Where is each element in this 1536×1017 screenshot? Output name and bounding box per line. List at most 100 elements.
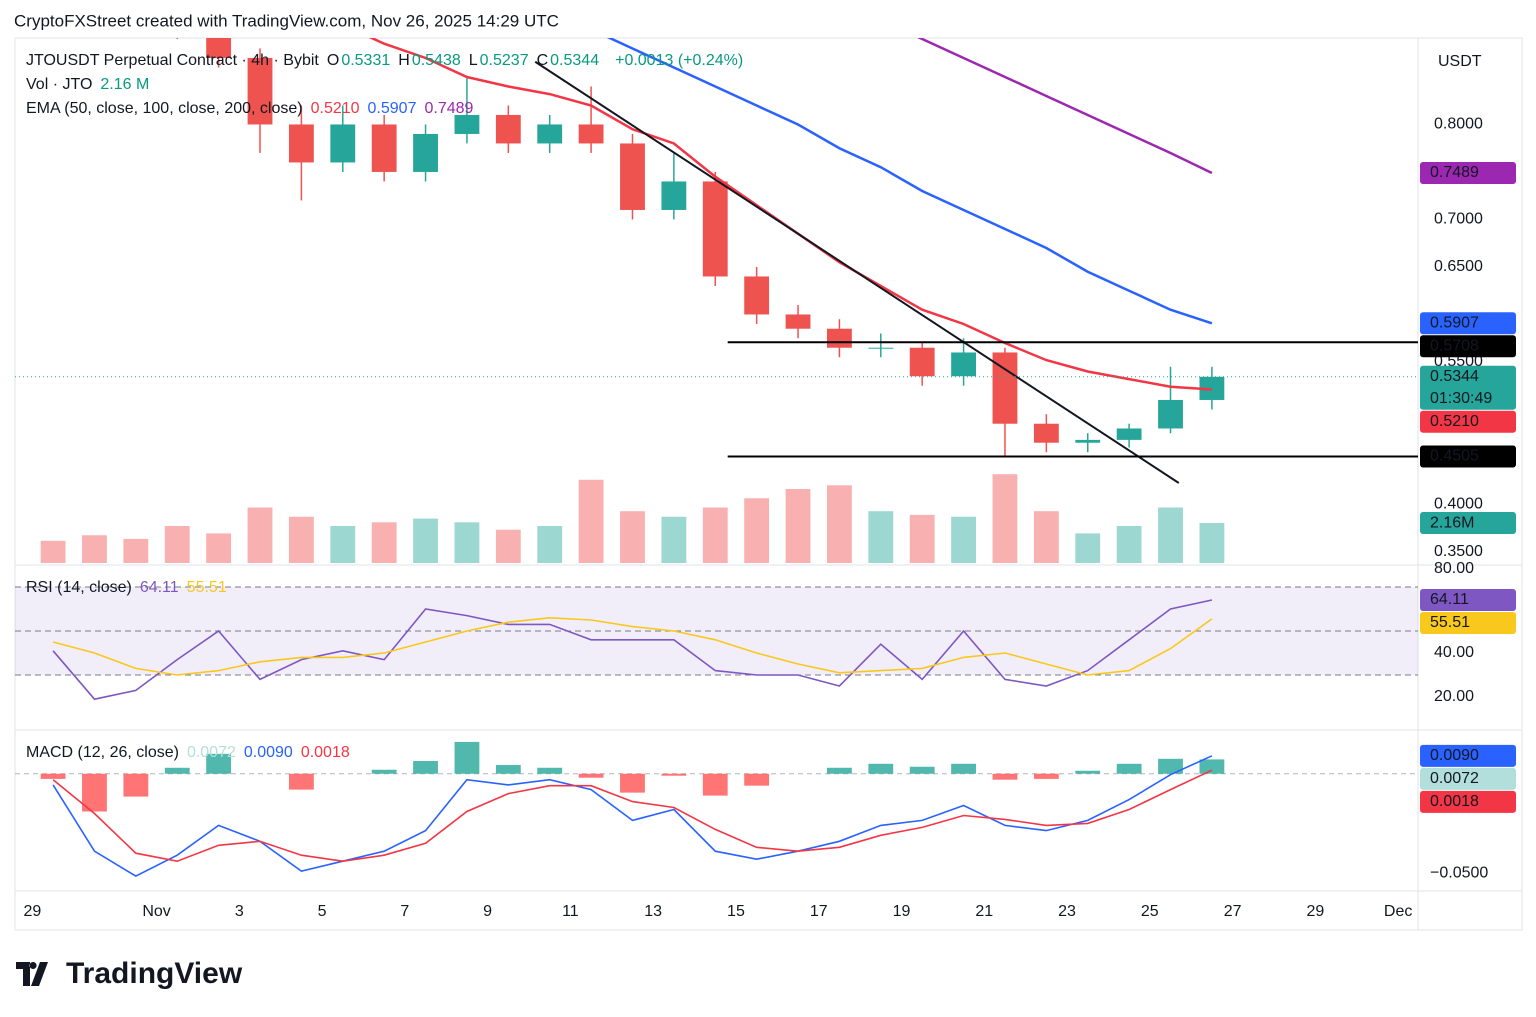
macd-value: 0.0018 — [300, 744, 350, 761]
volume-bar — [1116, 526, 1142, 563]
volume-bar — [620, 511, 645, 563]
macd-hist-value: 0.0072 — [186, 744, 236, 761]
x-tick-label: 21 — [975, 903, 993, 920]
frame — [14, 37, 1523, 931]
ohlc-key: L — [468, 52, 478, 69]
x-tick-label: 3 — [235, 903, 244, 920]
macd-histogram-bar — [992, 773, 1018, 780]
ohlc-value: 0.5331 — [341, 52, 391, 69]
price-badge — [1420, 512, 1516, 535]
ema-value: 0.7489 — [424, 100, 474, 117]
price-badge-label: 0.0090 — [1430, 747, 1479, 764]
price-badge — [1420, 335, 1516, 358]
volume-bar — [744, 498, 770, 563]
candle-body — [661, 181, 687, 210]
price-badge — [1420, 767, 1516, 790]
macd-histogram-bar — [827, 767, 852, 774]
price-legend: JTOUSDT Perpetual Contract · 4h · Bybit O… — [26, 49, 751, 121]
macd-histogram-bar — [40, 773, 66, 779]
x-tick-label: 5 — [318, 903, 327, 920]
volume-bar — [1075, 533, 1101, 563]
macd-title: MACD (12, 26, close) — [26, 744, 179, 761]
x-tick-label: Nov — [142, 903, 170, 920]
macd-histogram-bar — [164, 767, 190, 774]
volume-bar — [1158, 507, 1183, 563]
macd-histogram-bar — [1075, 770, 1101, 774]
volume-bar — [661, 516, 687, 563]
logo: TradingView — [16, 957, 243, 990]
price-badge — [1420, 611, 1516, 634]
candle-body — [247, 57, 273, 125]
macd-histogram-bar — [1199, 759, 1225, 774]
volume-bar — [951, 516, 976, 563]
volume-bar — [413, 518, 438, 563]
price-badge-label: 0.5708 — [1430, 338, 1479, 355]
candle-body — [744, 276, 770, 315]
x-tick-label: 13 — [644, 903, 662, 920]
x-tick-label: 11 — [562, 903, 579, 920]
attribution: CryptoFXStreet created with TradingView.… — [14, 11, 559, 30]
price-badge-label: 0.4505 — [1430, 448, 1479, 465]
candle-body — [785, 314, 811, 329]
rsi-value: 64.11 — [139, 579, 179, 596]
x-tick-label: 25 — [1141, 903, 1159, 920]
macd-histogram-bar — [1158, 758, 1183, 774]
macd-histogram-bar — [371, 769, 397, 774]
candle-body — [371, 124, 397, 172]
axes: 29 Nov 3 5 7 9 11 13 15 17 19 21 23 25 27 29 Dec 0.8000 0.… — [23, 116, 1516, 920]
price-badge-label: 0.0072 — [1430, 770, 1479, 787]
x-tick-label: 27 — [1224, 903, 1242, 920]
candle-body — [206, 38, 232, 58]
candle-body — [413, 133, 438, 172]
macd-histogram-bar — [495, 764, 521, 774]
macd-histogram-bar — [702, 773, 728, 796]
y-tick-label: 20.00 — [1434, 688, 1474, 705]
volume-bar — [371, 522, 397, 563]
candle-body — [702, 181, 728, 277]
macd-line — [52, 755, 1213, 878]
y-tick-label: 80.00 — [1434, 560, 1474, 577]
macd-legend: MACD (12, 26, close) 0.0072 0.0090 0.0018 — [26, 741, 358, 765]
volume-bar — [868, 511, 894, 563]
x-tick-label: Dec — [1384, 903, 1412, 920]
y-tick-label: 0.8000 — [1434, 116, 1483, 133]
macd-histogram-bar — [661, 773, 687, 776]
y-tick-label: 40.00 — [1434, 644, 1474, 661]
volume-bar — [454, 522, 480, 563]
price-badge — [1420, 312, 1516, 335]
rsi-pane — [15, 586, 1418, 701]
y-tick-label: 0.6500 — [1434, 258, 1483, 275]
legend-row: EMA (50, close, 100, close, 200, close) 0… — [26, 97, 751, 121]
macd-histogram-bar — [537, 767, 563, 774]
candle-body — [330, 124, 356, 163]
x-tick-label: 23 — [1058, 903, 1076, 920]
x-tick-label: 9 — [483, 903, 492, 920]
candle-body — [495, 114, 521, 144]
macd-histogram-bar — [288, 773, 314, 790]
price-badge — [1420, 410, 1516, 433]
ohlc: O 0.5331 H 0.5438 L 0.5237 C 0.5344 — [327, 52, 607, 69]
trendline — [534, 60, 1180, 484]
rsi-legend: RSI (14, close) 64.11 55.51 — [26, 576, 235, 600]
candle-body — [537, 124, 563, 144]
macd-histogram-bar — [744, 773, 770, 786]
volume-bar — [1033, 511, 1059, 563]
rsi-value: 55.51 — [186, 579, 227, 596]
macd-value: 0.0090 — [243, 744, 293, 761]
ema-value: 0.5210 — [310, 100, 360, 117]
x-tick-label: 7 — [400, 903, 409, 920]
x-tick-label: 15 — [727, 903, 745, 920]
macd-histogram-bar — [206, 753, 232, 774]
price-badge — [1420, 790, 1516, 813]
logo-text: TradingView — [66, 957, 243, 990]
price-pane — [15, 38, 1418, 563]
macd-histogram-bar — [868, 763, 894, 774]
candle-body — [827, 328, 852, 348]
volume-bar — [537, 526, 563, 563]
volume-bar — [827, 485, 852, 563]
ohlc-key: C — [536, 52, 549, 69]
candle-body — [620, 143, 645, 210]
currency: USDT — [1438, 53, 1482, 70]
price-badge — [1420, 744, 1516, 767]
ema-line — [368, 38, 1212, 391]
